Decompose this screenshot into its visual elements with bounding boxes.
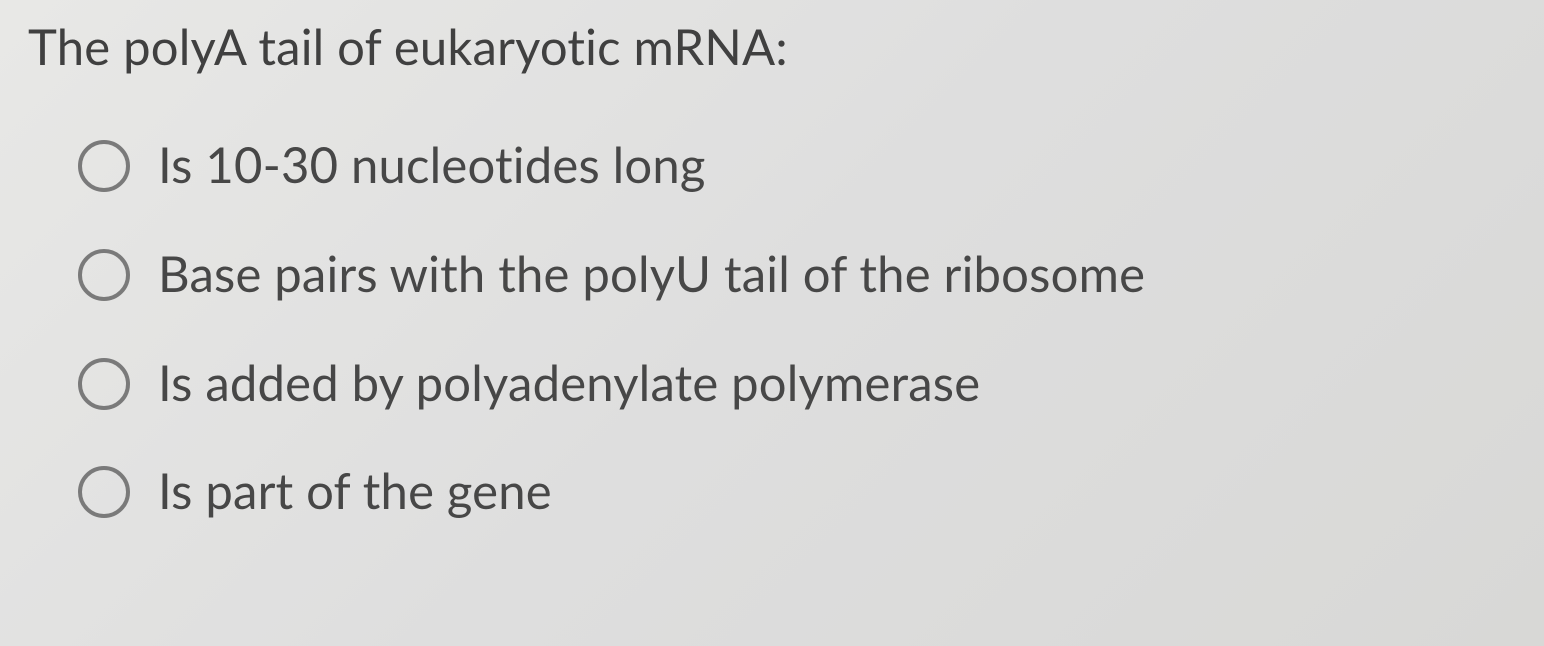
option-row[interactable]: Is part of the gene <box>78 465 1516 519</box>
radio-button[interactable] <box>78 466 130 518</box>
option-row[interactable]: Base pairs with the polyU tail of the ri… <box>78 248 1516 302</box>
option-row[interactable]: Is added by polyadenylate polymerase <box>78 357 1516 411</box>
radio-button[interactable] <box>78 140 130 192</box>
options-group: Is 10-30 nucleotides long Base pairs wit… <box>28 139 1516 520</box>
option-label: Is added by polyadenylate polymerase <box>158 357 980 411</box>
option-label: Is part of the gene <box>158 465 552 519</box>
radio-button[interactable] <box>78 249 130 301</box>
option-row[interactable]: Is 10-30 nucleotides long <box>78 139 1516 193</box>
radio-button[interactable] <box>78 358 130 410</box>
option-label: Base pairs with the polyU tail of the ri… <box>158 248 1145 302</box>
option-label: Is 10-30 nucleotides long <box>158 139 706 193</box>
question-stem: The polyA tail of eukaryotic mRNA: <box>28 18 1516 77</box>
